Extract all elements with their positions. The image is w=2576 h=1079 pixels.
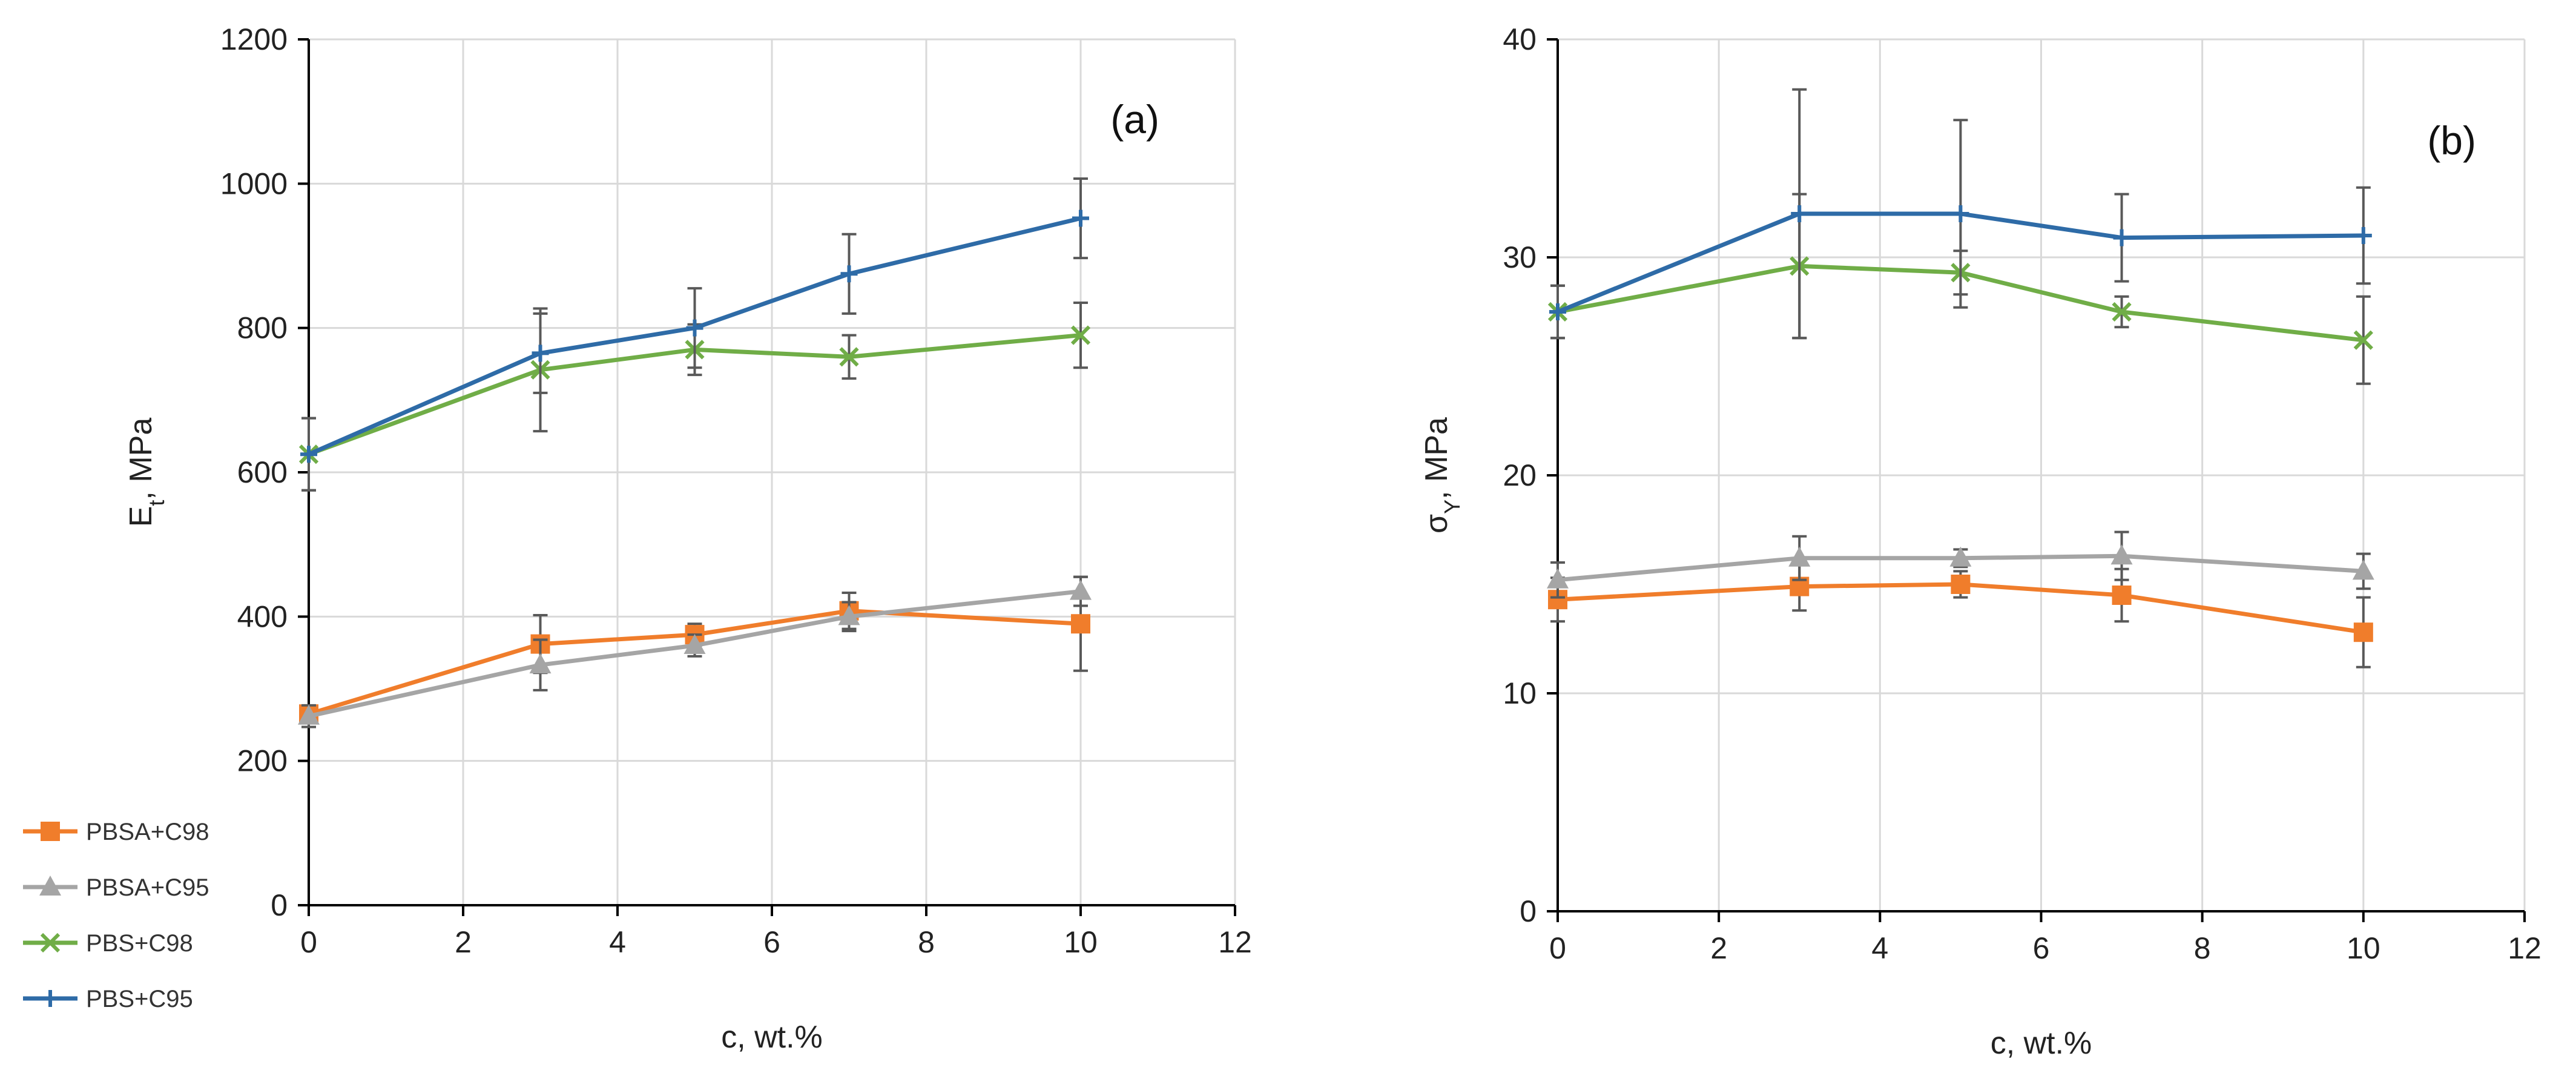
data-point [2353,330,2373,350]
data-point [2353,622,2373,642]
y-tick-label: 600 [237,455,288,489]
x-tick-label: 6 [763,925,780,959]
chart-panel-a: 0 200 400 600 800 1000 1200 0 2 4 6 8 10 12 c, wt.% Et,… [124,22,1252,1055]
series-pbs-c95 [1549,88,2372,340]
y-axis-title-unit: , MPa [124,418,159,500]
data-point [1547,568,1569,589]
panel-label: (b) [2427,118,2476,163]
data-point [532,345,549,362]
chart-panel-b: 0 10 20 30 40 0 2 4 6 8 10 12 c, wt.% σY, MPa (b) [1419,22,2541,1061]
x-tick-label: 0 [300,925,317,959]
legend-swatch-marker [42,990,59,1007]
y-tick-label: 200 [237,744,288,778]
x-tick-label: 4 [1871,931,1888,965]
y-axis-title: σY, MPa [1419,417,1464,533]
y-tick-label: 40 [1503,22,1537,56]
data-point [1952,205,1969,222]
legend-item-label: PBS+C95 [86,986,193,1012]
legend-item-label: PBS+C98 [86,930,193,957]
data-point [1072,210,1089,227]
x-tick-label: 2 [1710,931,1727,965]
series-pbsa-c95 [1547,530,2374,599]
data-point [2354,227,2372,244]
legend-swatch-marker [40,932,61,953]
data-point [838,605,860,625]
data-point [686,319,703,337]
legend-item-label: PBSA+C95 [86,874,209,901]
data-point [1070,325,1091,345]
y-tick-label: 10 [1503,676,1537,710]
legend-swatch-marker [39,876,61,896]
legend: PBSA+C98 PBSA+C95 PBS+C98 PBS+C95 [23,819,209,1012]
series-pbs-c95 [300,177,1089,492]
y-axis-title-symbol: E [124,506,159,527]
data-point [1791,205,1808,222]
y-axis-title-unit: , MPa [1419,417,1454,500]
y-tick-label: 1000 [220,167,288,200]
y-axis-title-subscript: t [144,500,169,506]
data-point [2113,229,2130,246]
data-point [684,634,706,654]
y-tick-label: 20 [1503,458,1537,492]
x-tick-label: 12 [1218,925,1252,959]
data-point [1951,575,1971,594]
data-point [2112,302,2132,322]
data-point [1070,579,1092,600]
data-point [2352,559,2374,580]
data-point [840,265,858,283]
data-point [300,446,317,463]
x-axis-title: c, wt.% [1991,1026,2092,1061]
x-tick-label: 8 [918,925,935,959]
panel-label: (a) [1110,97,1159,142]
x-tick-label: 10 [2347,931,2380,965]
y-axis-title-subscript: Y [1440,500,1464,514]
data-point [1071,614,1090,634]
y-tick-label: 0 [1520,894,1537,928]
y-tick-label: 30 [1503,240,1537,274]
x-tick-label: 12 [2508,931,2541,965]
x-tick-label: 0 [1549,931,1566,965]
y-axis-title-symbol: σ [1419,514,1454,533]
legend-swatch-marker [41,822,60,841]
data-point [1949,546,1972,567]
y-axis-title: Et, MPa [124,418,169,527]
data-point [2110,544,2133,565]
series-pbsa-c95 [298,575,1092,728]
x-tick-label: 6 [2033,931,2050,965]
x-tick-label: 8 [2194,931,2211,965]
data-point [839,347,859,367]
legend-item-label: PBSA+C98 [86,819,209,845]
x-tick-label: 4 [609,925,626,959]
data-point [529,653,552,674]
y-tick-label: 0 [271,888,288,922]
x-tick-label: 2 [455,925,472,959]
y-tick-label: 800 [237,311,288,345]
data-point [1788,546,1811,567]
x-axis-title: c, wt.% [721,1020,823,1055]
data-point [2112,586,2132,605]
y-tick-label: 400 [237,599,288,633]
y-tick-label: 1200 [220,22,288,56]
data-point [298,704,320,725]
x-tick-label: 10 [1064,925,1098,959]
data-point [1549,303,1566,320]
